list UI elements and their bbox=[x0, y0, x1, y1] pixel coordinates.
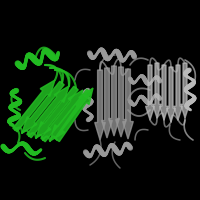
Polygon shape bbox=[95, 70, 105, 140]
Polygon shape bbox=[55, 88, 93, 142]
Polygon shape bbox=[109, 66, 119, 136]
Polygon shape bbox=[27, 86, 69, 138]
Polygon shape bbox=[123, 69, 133, 139]
Polygon shape bbox=[102, 68, 112, 138]
Polygon shape bbox=[36, 86, 78, 138]
Polygon shape bbox=[22, 81, 64, 133]
Polygon shape bbox=[174, 65, 182, 120]
Polygon shape bbox=[146, 65, 154, 120]
Polygon shape bbox=[116, 67, 126, 137]
Polygon shape bbox=[181, 63, 189, 118]
Polygon shape bbox=[160, 65, 168, 120]
Polygon shape bbox=[153, 63, 161, 118]
Polygon shape bbox=[41, 90, 83, 142]
Polygon shape bbox=[13, 80, 55, 132]
Polygon shape bbox=[167, 67, 175, 122]
Polygon shape bbox=[50, 89, 91, 141]
